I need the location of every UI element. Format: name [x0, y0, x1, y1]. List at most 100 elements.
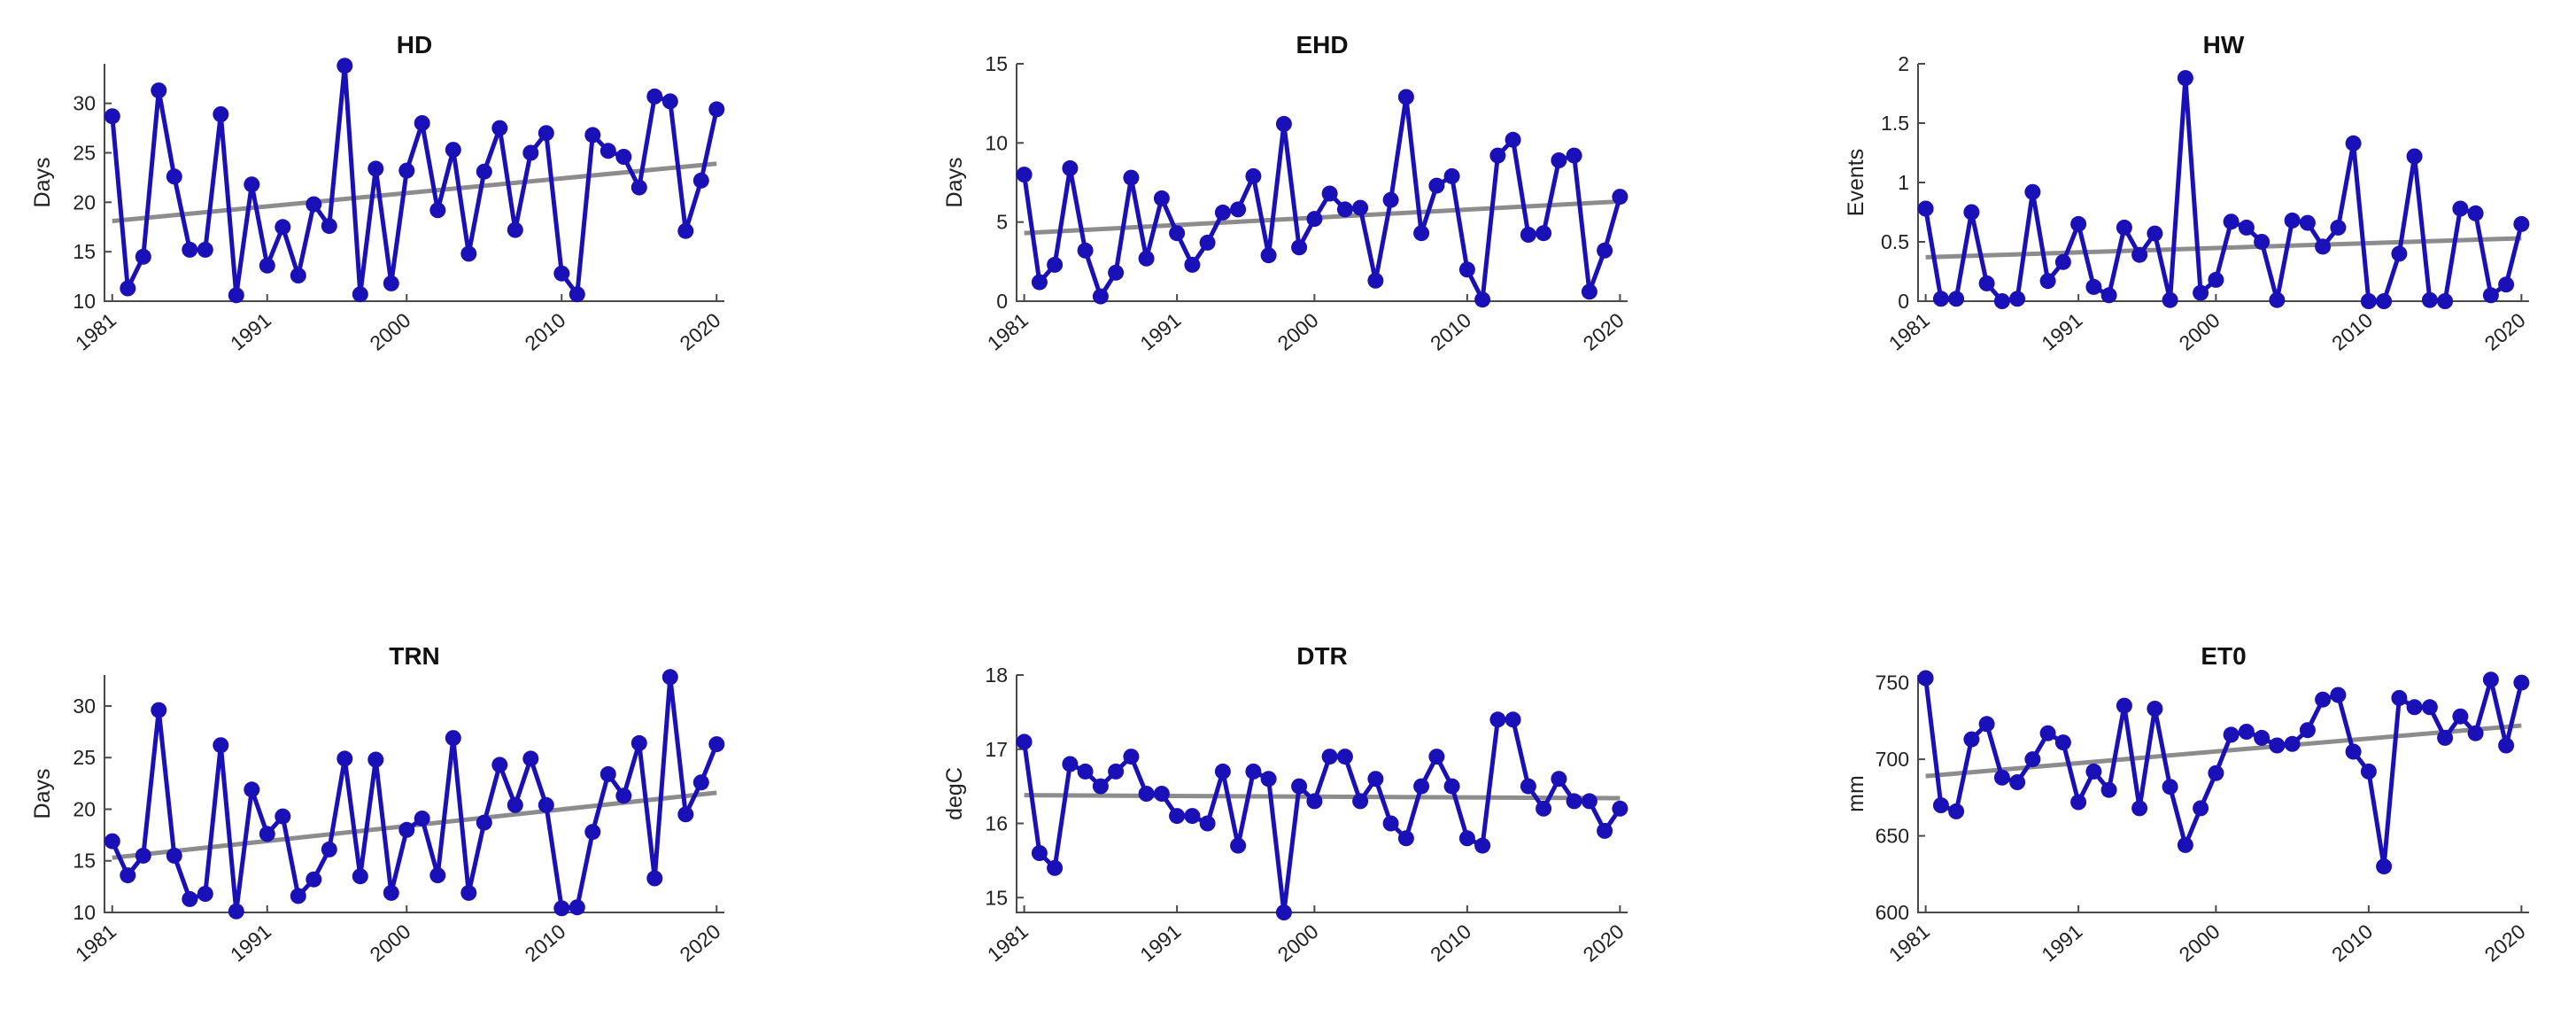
data-point	[2100, 287, 2117, 304]
y-tick-label: 700	[1876, 748, 1909, 771]
data-point	[445, 142, 461, 159]
data-point	[166, 847, 182, 864]
y-axis-label: degC	[942, 767, 967, 820]
data-point	[1566, 793, 1582, 810]
data-point	[2238, 724, 2255, 740]
data-point	[1978, 275, 1995, 291]
data-point	[1597, 822, 1613, 839]
data-point	[1336, 749, 1353, 765]
data-point	[2193, 284, 2209, 301]
data-point	[1551, 771, 1567, 788]
data-point	[1123, 749, 1140, 765]
data-point	[1993, 769, 2010, 786]
series-line	[1923, 75, 2524, 304]
panel-hw: HW 0 0.5 1 1.5 2 1981 1991 2000 2010 2020 Events	[1844, 31, 2530, 355]
data-point	[367, 751, 384, 768]
y-tick-label: 10	[985, 131, 1008, 154]
data-point	[2147, 225, 2163, 242]
data-point	[321, 841, 337, 858]
data-point	[1948, 803, 1965, 819]
y-axis-label: mm	[1844, 775, 1868, 812]
data-point	[1993, 293, 2010, 309]
data-point	[1458, 830, 1475, 847]
x-tick-label: 1981	[983, 308, 1033, 355]
data-point	[1505, 131, 1521, 148]
data-point	[2269, 291, 2286, 308]
data-point	[1092, 778, 1109, 795]
data-point	[1505, 711, 1521, 728]
data-point	[1551, 152, 1567, 168]
y-tick-label: 15	[985, 52, 1008, 75]
data-point	[2177, 836, 2193, 853]
y-tick-label: 20	[73, 190, 96, 213]
axis-lines	[1917, 675, 2529, 913]
data-point	[2452, 200, 2469, 217]
data-point	[2070, 215, 2087, 232]
data-point	[1612, 189, 1628, 206]
data-point	[337, 750, 353, 767]
data-point	[1963, 204, 1980, 221]
data-point	[1367, 272, 1384, 289]
data-point	[615, 788, 632, 804]
data-point	[1245, 763, 1262, 780]
data-point	[306, 871, 322, 888]
data-point	[2223, 213, 2239, 230]
data-point	[120, 867, 136, 884]
y-tick-label: 25	[73, 142, 96, 165]
y-tick-label: 25	[73, 746, 96, 769]
data-point	[1917, 670, 1934, 687]
data-point	[352, 868, 368, 885]
data-point	[1963, 731, 1980, 748]
data-point	[182, 890, 198, 907]
data-point	[1153, 190, 1170, 206]
data-point	[1978, 716, 1995, 733]
y-tick-label: 20	[73, 797, 96, 820]
data-point	[661, 93, 678, 110]
data-point	[1382, 191, 1399, 208]
data-point	[1138, 250, 1155, 267]
y-tick-label: 15	[73, 240, 96, 263]
data-point	[1275, 904, 1292, 920]
data-point	[398, 821, 415, 838]
data-point	[1932, 291, 1949, 307]
x-tick-label: 2000	[1273, 308, 1323, 355]
data-point	[1428, 177, 1445, 194]
data-point	[1230, 201, 1247, 218]
data-point	[2406, 148, 2423, 165]
series-line	[110, 674, 719, 914]
data-point	[275, 219, 291, 236]
data-point	[677, 806, 694, 823]
x-tick-label: 1991	[226, 308, 275, 355]
trend-line	[1024, 793, 1621, 801]
y-tick-label: 0	[1898, 290, 1909, 313]
data-point	[1108, 264, 1125, 281]
data-point	[2162, 291, 2178, 308]
data-point	[1413, 225, 1430, 242]
data-point	[151, 702, 167, 718]
axis-lines	[1016, 675, 1628, 913]
data-point	[584, 127, 601, 144]
data-point	[2482, 287, 2499, 304]
panel-title: DTR	[1296, 642, 1348, 670]
axis-lines	[1917, 64, 2529, 302]
data-point	[1382, 815, 1399, 832]
data-point	[491, 757, 508, 773]
x-tick-label: 2020	[676, 308, 725, 355]
y-tick-label: 16	[985, 812, 1008, 835]
data-point	[2269, 737, 2286, 754]
data-point	[2208, 271, 2224, 288]
data-point	[1184, 256, 1201, 273]
data-point	[553, 900, 570, 917]
data-point	[460, 245, 477, 262]
data-point	[367, 160, 384, 177]
data-point	[1321, 749, 1338, 765]
data-point	[398, 162, 415, 179]
data-point	[491, 120, 508, 136]
data-point	[2330, 687, 2347, 703]
data-point	[1214, 763, 1231, 780]
data-point	[1214, 204, 1231, 221]
data-point	[2177, 70, 2193, 87]
data-point	[197, 886, 213, 902]
panel-title: EHD	[1296, 31, 1348, 58]
panel-hd: HD 10 15 20 25 30 1981 1991 2000 2010 2020 Days	[30, 31, 724, 355]
